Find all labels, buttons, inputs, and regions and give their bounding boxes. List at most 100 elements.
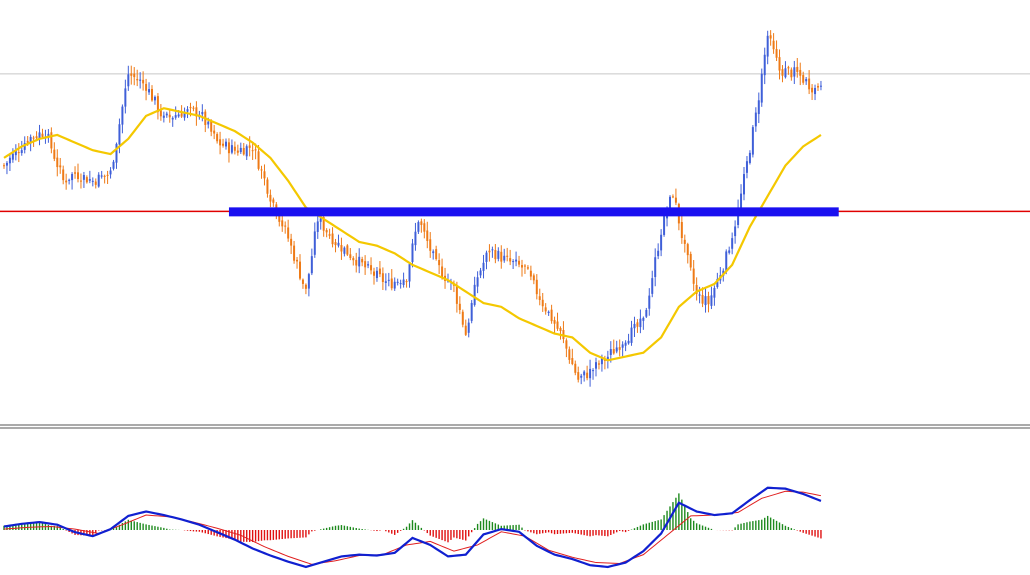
- bear-candle: [296, 259, 299, 262]
- bear-candle: [775, 49, 778, 58]
- bull-candle: [485, 252, 488, 262]
- bull-candle: [473, 284, 476, 305]
- bear-candle: [74, 172, 77, 174]
- bull-candle: [716, 278, 719, 288]
- bear-candle: [62, 169, 65, 181]
- bear-candle: [17, 152, 20, 154]
- bull-candle: [396, 281, 399, 283]
- bear-candle: [426, 230, 429, 241]
- bull-candle: [648, 295, 651, 309]
- bear-candle: [781, 69, 784, 76]
- bear-candle: [272, 199, 275, 203]
- bull-candle: [819, 85, 822, 87]
- bear-candle: [435, 249, 438, 260]
- bull-candle: [139, 79, 142, 81]
- bear-candle: [597, 363, 600, 365]
- bear-candle: [618, 347, 621, 350]
- bear-candle: [544, 307, 547, 312]
- bear-candle: [65, 180, 68, 183]
- bull-candle: [337, 242, 340, 246]
- bull-candle: [663, 216, 666, 235]
- bear-candle: [299, 261, 301, 279]
- bear-candle: [701, 295, 704, 304]
- bear-candle: [340, 245, 343, 252]
- bear-candle: [222, 143, 225, 146]
- bear-candle: [361, 259, 364, 263]
- bull-candle: [660, 234, 663, 251]
- bear-candle: [251, 150, 254, 152]
- bull-candle: [476, 277, 479, 287]
- bear-candle: [790, 69, 793, 78]
- bear-candle: [565, 340, 568, 349]
- bear-candle: [32, 137, 35, 139]
- bear-candle: [159, 110, 162, 117]
- bear-candle: [538, 296, 541, 301]
- bear-candle: [811, 87, 814, 93]
- bear-candle: [686, 244, 689, 256]
- bull-candle: [387, 279, 390, 281]
- bull-candle: [313, 231, 316, 255]
- bear-candle: [257, 151, 260, 169]
- bull-candle: [177, 114, 180, 117]
- bull-candle: [408, 264, 411, 282]
- bull-candle: [5, 162, 8, 166]
- bear-candle: [349, 254, 352, 258]
- bull-candle: [642, 317, 645, 321]
- bear-candle: [94, 181, 97, 185]
- bear-candle: [438, 260, 441, 266]
- bull-candle: [766, 35, 769, 57]
- bull-candle: [186, 109, 189, 112]
- bear-candle: [168, 114, 171, 118]
- bull-candle: [654, 257, 657, 278]
- bear-candle: [346, 245, 349, 255]
- bull-candle: [698, 294, 701, 296]
- bull-candle: [97, 174, 100, 187]
- bear-candle: [381, 273, 384, 283]
- bull-candle: [763, 54, 766, 76]
- bear-candle: [50, 132, 53, 149]
- bear-candle: [26, 140, 29, 143]
- bear-candle: [458, 303, 461, 311]
- bear-candle: [266, 179, 269, 194]
- bear-candle: [541, 299, 544, 307]
- bull-candle: [491, 249, 494, 251]
- bear-candle: [526, 267, 529, 269]
- bear-candle: [236, 150, 239, 153]
- bear-candle: [689, 253, 692, 268]
- bear-candle: [509, 258, 512, 262]
- bear-candle: [156, 96, 159, 113]
- bull-candle: [38, 132, 41, 139]
- bull-candle: [47, 133, 50, 138]
- bull-candle: [319, 218, 322, 222]
- bull-candle: [375, 270, 378, 279]
- bear-candle: [269, 194, 272, 202]
- bull-candle: [743, 174, 745, 195]
- bull-candle: [615, 347, 618, 352]
- bull-candle: [710, 295, 713, 306]
- bear-candle: [461, 311, 464, 325]
- bear-candle: [420, 221, 423, 225]
- bull-candle: [358, 256, 361, 267]
- bull-candle: [14, 150, 17, 156]
- bear-candle: [260, 169, 263, 171]
- bear-candle: [796, 66, 799, 72]
- bull-candle: [343, 247, 346, 254]
- bull-candle: [595, 362, 597, 369]
- bear-candle: [210, 121, 213, 132]
- bear-candle: [254, 149, 257, 151]
- bear-candle: [59, 165, 62, 168]
- bull-candle: [657, 250, 660, 257]
- bear-candle: [145, 83, 148, 91]
- bear-candle: [695, 284, 698, 294]
- bear-candle: [334, 242, 337, 246]
- bear-candle: [488, 250, 491, 253]
- bull-candle: [207, 121, 210, 125]
- bear-candle: [506, 255, 509, 257]
- bull-candle: [754, 112, 757, 127]
- bear-candle: [494, 250, 497, 260]
- bull-candle: [91, 180, 94, 182]
- bear-candle: [577, 372, 580, 380]
- bull-candle: [651, 278, 654, 294]
- bear-candle: [151, 88, 153, 101]
